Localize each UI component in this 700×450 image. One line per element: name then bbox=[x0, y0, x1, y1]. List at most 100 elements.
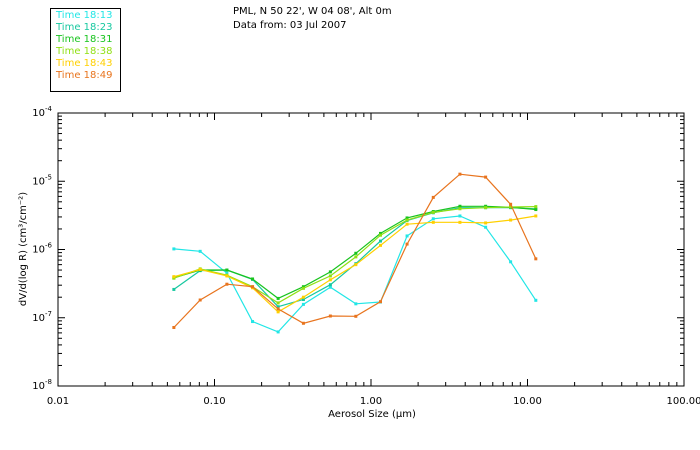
x-tick-label: 1.00 bbox=[360, 396, 382, 407]
location-title: PML, N 50 22', W 04 08', Alt 0m bbox=[233, 6, 392, 17]
x-tick-label: 0.01 bbox=[47, 396, 69, 407]
data-point bbox=[378, 243, 382, 247]
y-tick-label: 10-8 bbox=[32, 378, 52, 392]
date-subtitle: Data from: 03 Jul 2007 bbox=[233, 20, 347, 31]
y-tick-exponent: -8 bbox=[45, 378, 52, 386]
data-point bbox=[431, 220, 435, 224]
data-point bbox=[431, 210, 435, 214]
data-point bbox=[301, 298, 305, 302]
y-tick-base: 10 bbox=[32, 245, 45, 256]
data-point bbox=[198, 298, 202, 302]
data-point bbox=[405, 222, 409, 226]
data-point bbox=[172, 247, 176, 251]
data-point bbox=[484, 225, 488, 229]
y-tick-exponent: -4 bbox=[45, 105, 53, 113]
data-point bbox=[276, 310, 280, 314]
legend-item: Time 18:13 bbox=[56, 10, 113, 21]
data-point bbox=[405, 218, 409, 222]
data-point bbox=[354, 314, 358, 318]
data-point bbox=[458, 214, 462, 218]
series-1 bbox=[172, 214, 538, 334]
axes: 0.01 0.10 1.00 10.00 100.0010-810-710-610-51… bbox=[32, 105, 700, 407]
data-point bbox=[534, 205, 538, 209]
data-point bbox=[534, 257, 538, 261]
data-point bbox=[276, 307, 280, 311]
data-point bbox=[458, 207, 462, 211]
y-tick-base: 10 bbox=[32, 313, 45, 324]
data-point bbox=[276, 296, 280, 300]
data-point bbox=[328, 314, 332, 318]
data-point bbox=[534, 298, 538, 302]
data-point bbox=[458, 204, 462, 208]
data-point bbox=[354, 302, 358, 306]
x-tick-label: 100.00 bbox=[667, 396, 700, 407]
data-point bbox=[225, 282, 229, 286]
data-point bbox=[198, 267, 202, 271]
y-tick-base: 10 bbox=[32, 381, 45, 392]
series-group bbox=[172, 172, 538, 334]
data-point bbox=[301, 285, 305, 289]
data-point bbox=[509, 202, 513, 206]
legend-item: Time 18:49 bbox=[56, 70, 113, 81]
data-point bbox=[509, 205, 513, 209]
data-point bbox=[276, 305, 280, 309]
data-point bbox=[328, 283, 332, 287]
data-point bbox=[509, 260, 513, 264]
data-point bbox=[484, 175, 488, 179]
data-point bbox=[301, 321, 305, 325]
series-5 bbox=[172, 214, 538, 314]
data-point bbox=[378, 300, 382, 304]
y-tick-label: 10-5 bbox=[32, 173, 52, 187]
data-point bbox=[509, 218, 513, 222]
data-point bbox=[276, 330, 280, 334]
legend-item: Time 18:23 bbox=[56, 22, 113, 33]
data-point bbox=[328, 270, 332, 274]
y-tick-base: 10 bbox=[32, 176, 45, 187]
legend-item: Time 18:38 bbox=[56, 46, 113, 57]
data-point bbox=[301, 302, 305, 306]
y-tick-label: 10-4 bbox=[32, 105, 52, 119]
data-point bbox=[301, 286, 305, 290]
data-point bbox=[405, 242, 409, 246]
data-point bbox=[328, 285, 332, 289]
data-point bbox=[276, 301, 280, 305]
y-tick-exponent: -7 bbox=[45, 310, 52, 318]
data-point bbox=[172, 287, 176, 291]
legend: Time 18:13 Time 18:23 Time 18:31 Time 18:38… bbox=[50, 8, 121, 92]
x-tick-label: 0.10 bbox=[203, 396, 225, 407]
data-point bbox=[484, 206, 488, 210]
data-point bbox=[172, 276, 176, 280]
y-tick-base: 10 bbox=[32, 108, 45, 119]
data-point bbox=[328, 274, 332, 278]
y-tick-exponent: -5 bbox=[45, 173, 52, 181]
data-point bbox=[225, 274, 229, 278]
data-point bbox=[354, 255, 358, 259]
data-point bbox=[431, 217, 435, 221]
data-point bbox=[251, 285, 255, 289]
y-tick-label: 10-7 bbox=[32, 310, 52, 324]
data-point bbox=[484, 221, 488, 225]
data-point bbox=[198, 249, 202, 253]
data-point bbox=[458, 172, 462, 176]
legend-item: Time 18:43 bbox=[56, 58, 113, 69]
data-point bbox=[405, 216, 409, 220]
legend-item: Time 18:31 bbox=[56, 34, 113, 45]
data-point bbox=[225, 271, 229, 275]
series-6 bbox=[172, 172, 538, 329]
data-point bbox=[534, 208, 538, 212]
data-point bbox=[534, 214, 538, 218]
data-point bbox=[225, 268, 229, 272]
data-point bbox=[172, 325, 176, 329]
y-axis-label: dV/d(log R) (cm³/cm⁻²) bbox=[18, 192, 29, 306]
data-point bbox=[251, 320, 255, 324]
data-point bbox=[328, 278, 332, 282]
x-axis-label: Aerosol Size (μm) bbox=[328, 409, 416, 420]
y-tick-label: 10-6 bbox=[32, 242, 52, 256]
data-point bbox=[458, 220, 462, 224]
y-tick-exponent: -6 bbox=[45, 242, 53, 250]
data-point bbox=[378, 233, 382, 237]
data-point bbox=[354, 251, 358, 255]
data-point bbox=[378, 231, 382, 235]
data-point bbox=[354, 263, 358, 267]
